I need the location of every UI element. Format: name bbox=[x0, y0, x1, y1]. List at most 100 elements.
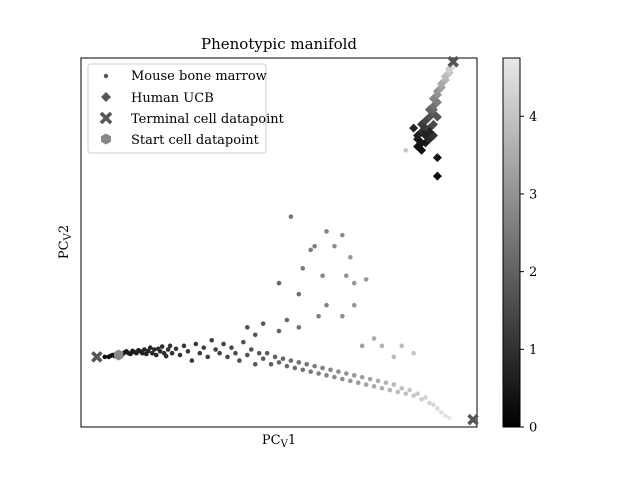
y-axis-label-subscript: V bbox=[63, 232, 74, 241]
mouse-bone-marrow-point bbox=[403, 147, 409, 153]
special-markers bbox=[91, 55, 479, 426]
legend-label-mouse-bone-marrow: Mouse bone marrow bbox=[131, 69, 267, 84]
mouse-bone-marrow-point bbox=[296, 325, 302, 330]
mouse-bone-marrow-point bbox=[296, 360, 302, 365]
mouse-bone-marrow-point bbox=[245, 325, 250, 330]
mouse-bone-marrow-point bbox=[284, 317, 290, 323]
human-ucb-point bbox=[417, 145, 427, 155]
mouse-bone-marrow-point bbox=[351, 373, 357, 378]
terminal-cell-marker bbox=[91, 351, 103, 363]
mouse-bone-marrow-point bbox=[324, 373, 329, 378]
mouse-bone-marrow-point bbox=[142, 347, 147, 352]
mouse-bone-marrow-point bbox=[375, 378, 381, 384]
mouse-bone-marrow-point bbox=[411, 350, 416, 356]
mouse-bone-marrow-point bbox=[407, 387, 412, 393]
mouse-bone-marrow-point bbox=[189, 358, 195, 363]
legend: Mouse bone marrow Human UCB Terminal cel… bbox=[87, 63, 285, 154]
mouse-bone-marrow-point bbox=[351, 280, 357, 286]
mouse-bone-marrow-point bbox=[316, 371, 321, 376]
legend-x-marker bbox=[99, 111, 113, 125]
mouse-bone-marrow-point bbox=[347, 254, 353, 260]
mouse-bone-marrow-point bbox=[340, 232, 345, 238]
mouse-bone-marrow-point bbox=[292, 365, 298, 371]
legend-dot-marker bbox=[103, 73, 109, 79]
mouse-bone-marrow-point bbox=[296, 291, 302, 297]
mouse-bone-marrow-point bbox=[193, 341, 199, 347]
mouse-bone-marrow-point bbox=[256, 350, 262, 356]
mouse-bone-marrow-point bbox=[446, 415, 452, 421]
mouse-bone-marrow-point bbox=[332, 243, 337, 249]
mouse-bone-marrow-point bbox=[169, 350, 175, 356]
mouse-bone-marrow-point bbox=[347, 378, 353, 384]
mouse-bone-marrow-point bbox=[399, 385, 405, 391]
mouse-bone-marrow-point bbox=[320, 365, 325, 371]
human-ucb-point bbox=[428, 119, 438, 129]
mouse-bone-marrow-point bbox=[391, 354, 397, 360]
mouse-bone-marrow-point bbox=[435, 406, 440, 411]
mouse-bone-marrow-point bbox=[217, 350, 222, 356]
mouse-bone-marrow-point bbox=[427, 400, 432, 406]
mouse-bone-marrow-point bbox=[391, 382, 397, 387]
mouse-bone-marrow-point bbox=[379, 385, 385, 391]
colorbar: 0 1 2 3 4 bbox=[502, 57, 537, 436]
human-ucb-point bbox=[417, 138, 427, 148]
mouse-bone-marrow-point bbox=[300, 266, 306, 271]
x-axis-label-subscript: V bbox=[280, 439, 289, 450]
mouse-bone-marrow-point bbox=[312, 363, 317, 369]
mouse-bone-marrow-point bbox=[332, 374, 337, 380]
mouse-bone-marrow-point bbox=[229, 345, 234, 350]
mouse-bone-marrow-point bbox=[201, 345, 207, 350]
mouse-bone-marrow-point bbox=[288, 214, 294, 219]
mouse-bone-marrow-point bbox=[225, 354, 230, 360]
mouse-bone-marrow-point bbox=[344, 371, 349, 376]
x-axis-label: PCV1 bbox=[262, 433, 296, 450]
mouse-bone-marrow-point bbox=[423, 395, 428, 400]
mouse-bone-marrow-point bbox=[411, 393, 416, 398]
mouse-bone-marrow-point bbox=[431, 402, 436, 408]
mouse-bone-marrow-point bbox=[245, 352, 250, 358]
mouse-bone-marrow-point bbox=[268, 361, 274, 367]
mouse-bone-marrow-point bbox=[363, 382, 369, 387]
mouse-bone-marrow-point bbox=[415, 391, 420, 397]
legend-label-human-ucb: Human UCB bbox=[131, 91, 214, 106]
mouse-bone-marrow-point bbox=[140, 350, 145, 356]
mouse-bone-marrow-point bbox=[419, 397, 424, 402]
mouse-bone-marrow-point bbox=[340, 376, 345, 382]
colorbar-tick-label: 0 bbox=[529, 421, 537, 436]
mouse-bone-marrow-point bbox=[151, 347, 157, 352]
legend-box bbox=[87, 63, 267, 154]
human-ucb-point bbox=[424, 127, 434, 137]
mouse-bone-marrow-point bbox=[221, 341, 226, 347]
mouse-bone-marrow-point bbox=[324, 229, 329, 234]
mouse-bone-marrow-point bbox=[157, 349, 163, 354]
mouse-bone-marrow-point bbox=[355, 380, 361, 386]
mouse-bone-marrow-point bbox=[159, 344, 165, 349]
mouse-bone-marrow-point bbox=[371, 384, 377, 389]
mouse-bone-marrow-point bbox=[153, 352, 159, 358]
mouse-bone-marrow-point bbox=[371, 336, 377, 341]
legend-label-terminal-cell: Terminal cell datapoint bbox=[131, 112, 285, 127]
human-ucb-point bbox=[432, 171, 442, 181]
mouse-bone-marrow-point bbox=[272, 354, 278, 360]
x-axis-label-suffix: 1 bbox=[288, 433, 296, 448]
mouse-bone-marrow-point bbox=[264, 350, 270, 356]
human-ucb-point bbox=[413, 130, 423, 140]
mouse-bone-marrow-point bbox=[209, 337, 214, 343]
colorbar-tick-label: 1 bbox=[529, 343, 537, 358]
mouse-bone-marrow-point bbox=[163, 353, 169, 359]
mouse-bone-marrow-point bbox=[276, 328, 282, 334]
mouse-bone-marrow-point bbox=[276, 360, 282, 365]
human-ucb-point bbox=[432, 112, 442, 122]
mouse-bone-marrow-point bbox=[280, 356, 286, 362]
mouse-bone-marrow-point bbox=[304, 361, 310, 367]
start-cell-marker bbox=[113, 349, 124, 361]
mouse-bone-marrow-point bbox=[237, 358, 242, 363]
mouse-bone-marrow-point bbox=[399, 343, 405, 349]
mouse-bone-marrow-point bbox=[197, 350, 203, 356]
colorbar-tick-label: 2 bbox=[529, 265, 537, 280]
mouse-bone-marrow-point bbox=[336, 369, 341, 374]
colorbar-tick-label: 4 bbox=[529, 110, 537, 125]
mouse-bone-marrow-point bbox=[252, 361, 258, 367]
